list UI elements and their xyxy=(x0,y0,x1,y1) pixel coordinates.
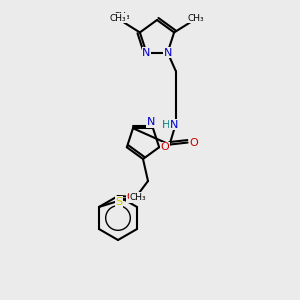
Text: N: N xyxy=(142,48,151,58)
Text: CH₃: CH₃ xyxy=(188,14,204,23)
Text: CH₃: CH₃ xyxy=(114,12,130,21)
Text: O: O xyxy=(189,138,198,148)
Text: S: S xyxy=(116,197,122,207)
Text: CH₃: CH₃ xyxy=(130,193,146,202)
Text: O: O xyxy=(161,142,170,152)
Text: N: N xyxy=(147,117,155,127)
Text: N: N xyxy=(164,48,172,58)
Text: H: H xyxy=(161,120,170,130)
Text: N: N xyxy=(169,120,178,130)
Text: O: O xyxy=(127,192,135,202)
Text: CH₃: CH₃ xyxy=(110,14,126,23)
